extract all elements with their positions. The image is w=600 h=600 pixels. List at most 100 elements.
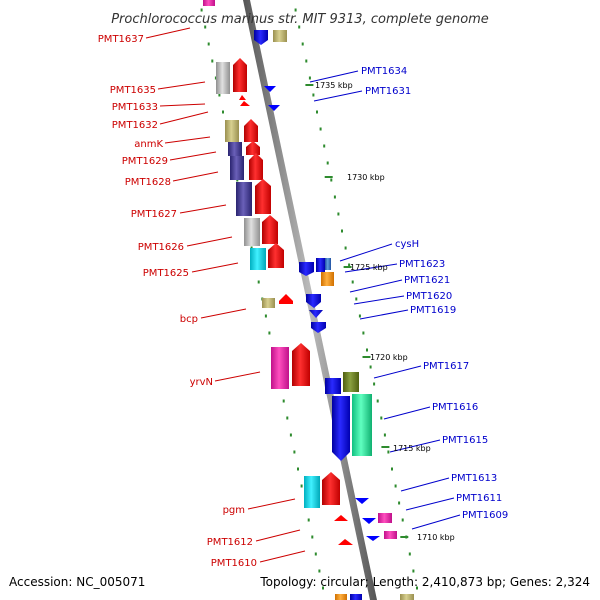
gene-block bbox=[338, 539, 353, 545]
track-dot bbox=[408, 552, 411, 556]
tick-labels: 1735 kbp 1730 kbp 1725 kbp 1720 kbp 1715… bbox=[315, 81, 455, 542]
gene-label: yrvN bbox=[190, 377, 213, 388]
tick-label: 1715 kbp bbox=[393, 444, 431, 453]
gene-label: PMT1626 bbox=[138, 242, 184, 253]
gene-block bbox=[309, 310, 323, 318]
gene-block bbox=[325, 258, 331, 270]
track-dot bbox=[380, 416, 383, 420]
track-dot bbox=[351, 280, 354, 284]
track-dot bbox=[391, 467, 393, 471]
track-dot bbox=[214, 76, 217, 80]
track-dot bbox=[333, 195, 336, 199]
gene-label: anmK bbox=[134, 139, 163, 150]
gene-block bbox=[262, 215, 278, 244]
gene-label: PMT1619 bbox=[410, 305, 456, 316]
gene-block bbox=[225, 120, 239, 142]
gene-label: PMT1631 bbox=[365, 86, 411, 97]
track-dot bbox=[337, 212, 340, 216]
track-dot bbox=[322, 586, 324, 590]
track-dot bbox=[319, 127, 322, 131]
gene-block bbox=[240, 101, 250, 106]
gene-block bbox=[322, 472, 340, 505]
gene-block bbox=[271, 347, 289, 389]
track-dot bbox=[318, 569, 321, 573]
gene-block bbox=[352, 394, 372, 456]
tick-label: 1720 kbp bbox=[370, 353, 408, 362]
track-dot bbox=[326, 161, 329, 165]
track-dot bbox=[312, 93, 315, 97]
track-dot bbox=[308, 76, 311, 80]
gene-block bbox=[311, 322, 326, 333]
track-dot bbox=[323, 144, 326, 148]
gene-blocks bbox=[203, 0, 414, 600]
gene-block bbox=[246, 141, 260, 155]
gene-block bbox=[264, 86, 276, 92]
accession-text: Accession: NC_005071 bbox=[9, 575, 145, 589]
gene-block bbox=[228, 142, 242, 156]
gene-block bbox=[316, 258, 325, 272]
gene-label: PMT1625 bbox=[143, 268, 189, 279]
gene-block bbox=[255, 179, 271, 214]
gene-label: PMT1629 bbox=[122, 156, 168, 167]
gene-label: PMT1609 bbox=[462, 510, 508, 521]
gene-label: PMT1620 bbox=[406, 291, 452, 302]
gene-label: PMT1632 bbox=[112, 120, 158, 131]
gene-block bbox=[268, 243, 284, 268]
gene-label: PMT1623 bbox=[399, 259, 445, 270]
track-dot bbox=[366, 348, 368, 352]
track-dot bbox=[358, 314, 361, 318]
tick-label: 1710 kbp bbox=[417, 533, 455, 542]
gene-block bbox=[321, 272, 334, 286]
gene-label: PMT1634 bbox=[361, 66, 407, 77]
gene-block bbox=[362, 518, 376, 524]
track-dot bbox=[211, 59, 214, 63]
track-dot bbox=[268, 331, 271, 335]
track-dot bbox=[204, 25, 207, 29]
gene-block bbox=[203, 0, 215, 6]
track-dot bbox=[314, 552, 317, 556]
track-dot bbox=[305, 59, 308, 63]
gene-label: PMT1610 bbox=[211, 558, 257, 569]
gene-block bbox=[366, 536, 380, 541]
gene-label: PMT1612 bbox=[207, 537, 253, 548]
gene-block bbox=[400, 594, 414, 600]
gene-label: PMT1628 bbox=[125, 177, 171, 188]
gene-label: PMT1633 bbox=[112, 102, 158, 113]
track-dot bbox=[398, 501, 401, 505]
gene-label: PMT1616 bbox=[432, 402, 478, 413]
track-dot bbox=[401, 518, 404, 522]
gene-label: PMT1611 bbox=[456, 493, 502, 504]
gene-block bbox=[334, 515, 348, 521]
track-dot bbox=[264, 314, 267, 318]
gene-block bbox=[230, 156, 244, 180]
gene-block bbox=[250, 248, 266, 270]
gene-block bbox=[304, 476, 320, 508]
track-dot bbox=[289, 433, 292, 437]
gene-block bbox=[216, 62, 230, 94]
gene-block bbox=[236, 182, 252, 216]
track-dot bbox=[355, 297, 358, 301]
track-dot bbox=[344, 246, 347, 250]
track-dot bbox=[218, 93, 221, 97]
track-dot bbox=[330, 178, 333, 182]
track-dot bbox=[298, 25, 301, 29]
gene-block bbox=[384, 531, 397, 539]
gene-block bbox=[254, 30, 268, 45]
kbp-ticks bbox=[305, 84, 409, 538]
gene-block bbox=[279, 294, 293, 304]
gene-label: bcp bbox=[180, 314, 198, 325]
gene-block bbox=[268, 105, 280, 111]
track-dot bbox=[394, 484, 397, 488]
track-dot bbox=[293, 450, 296, 454]
track-dot bbox=[257, 280, 260, 284]
gene-block bbox=[355, 498, 369, 504]
track-dot bbox=[341, 229, 343, 233]
gene-block bbox=[332, 396, 350, 461]
gene-label: PMT1637 bbox=[98, 34, 144, 45]
gene-block bbox=[299, 262, 314, 276]
track-dot bbox=[200, 8, 203, 12]
track-dot bbox=[412, 569, 415, 573]
gene-block bbox=[325, 378, 341, 394]
track-dot bbox=[222, 110, 224, 114]
